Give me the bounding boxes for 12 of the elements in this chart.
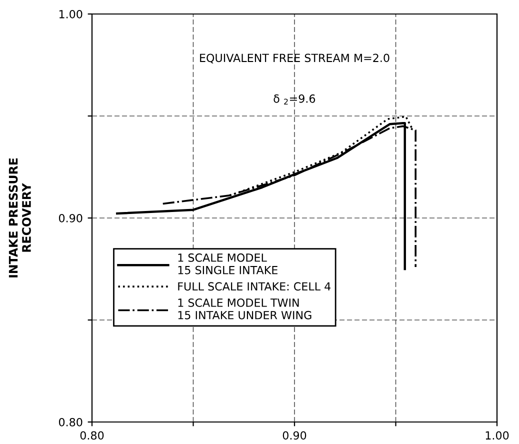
y-tick-label: 0.80 bbox=[58, 418, 82, 426]
annotation: δ $_{2}$=9.6 bbox=[274, 94, 316, 104]
y-tick-label: 0.90 bbox=[58, 214, 82, 222]
legend-label: 1 SCALE MODEL TWIN 15 INTAKE UNDER WING bbox=[178, 298, 312, 320]
y-tick-label: 1.00 bbox=[59, 10, 82, 18]
x-tick-label: 1.00 bbox=[486, 431, 509, 440]
y-axis-title: INTAKE PRESSURE RECOVERY bbox=[8, 158, 31, 278]
x-tick-label: 0.80 bbox=[80, 431, 104, 440]
x-tick-label: 0.90 bbox=[282, 431, 306, 440]
legend-label: FULL SCALE INTAKE: CELL 4 bbox=[178, 282, 331, 291]
legend-label: 1 SCALE MODEL 15 SINGLE INTAKE bbox=[178, 253, 278, 274]
annotation: EQUIVALENT FREE STREAM M=2.0 bbox=[200, 54, 390, 64]
